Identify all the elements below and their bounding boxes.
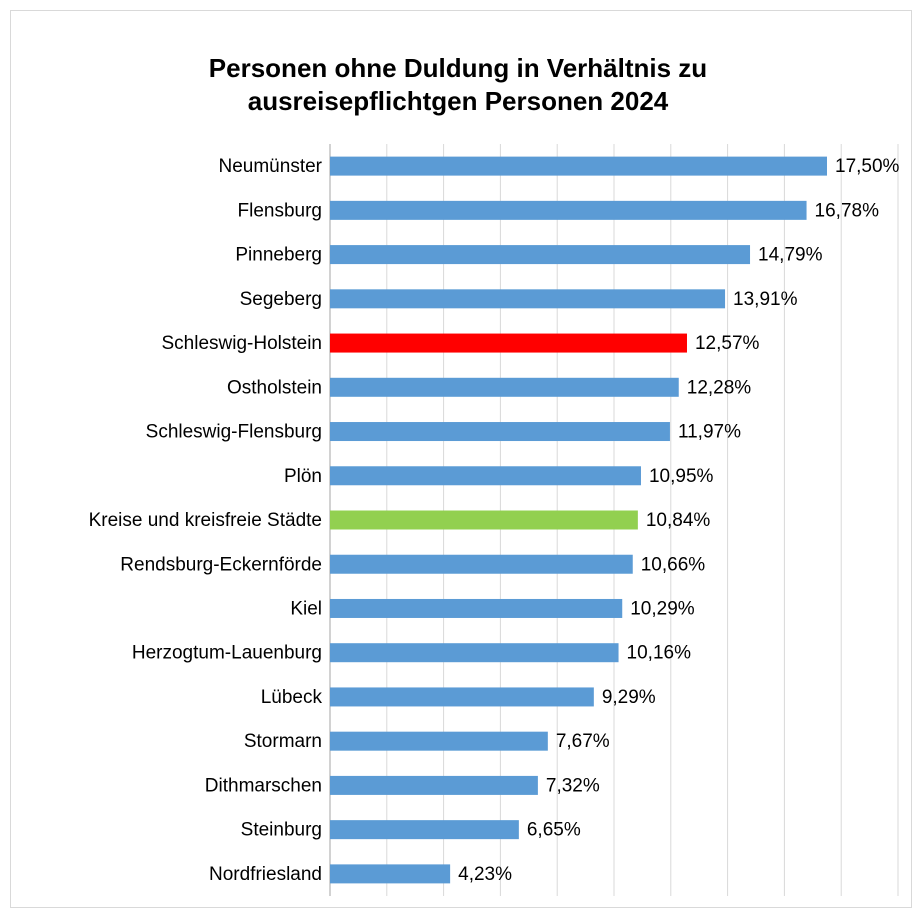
bar bbox=[330, 554, 633, 574]
y-tick-label: Ostholstein bbox=[227, 377, 322, 398]
bar bbox=[330, 598, 623, 618]
value-label: 17,50% bbox=[835, 156, 900, 177]
value-label: 7,32% bbox=[546, 775, 600, 796]
bar bbox=[330, 289, 726, 309]
value-label: 12,28% bbox=[687, 377, 752, 398]
bar bbox=[330, 643, 619, 663]
value-label: 9,29% bbox=[602, 687, 656, 708]
chart-title: Personen ohne Duldung in Verhältnis zu bbox=[209, 53, 707, 83]
value-label: 10,16% bbox=[627, 643, 692, 664]
bar bbox=[330, 245, 751, 265]
value-label: 10,29% bbox=[630, 598, 695, 619]
value-label: 7,67% bbox=[556, 731, 610, 752]
chart-title: ausreisepflichtgen Personen 2024 bbox=[248, 86, 669, 116]
y-tick-label: Nordfriesland bbox=[209, 864, 322, 885]
y-tick-label: Segeberg bbox=[240, 289, 322, 310]
value-label: 11,97% bbox=[678, 422, 741, 443]
bar bbox=[330, 422, 670, 442]
y-tick-label: Plön bbox=[284, 466, 322, 487]
bar bbox=[330, 864, 451, 884]
chart-frame bbox=[10, 10, 912, 908]
y-tick-label: Rendsburg-Eckernförde bbox=[120, 554, 322, 575]
y-tick-label: Dithmarschen bbox=[205, 775, 322, 796]
bar bbox=[330, 775, 538, 795]
y-tick-label: Schleswig-Holstein bbox=[161, 333, 322, 354]
value-label: 10,66% bbox=[641, 554, 706, 575]
bar bbox=[330, 731, 548, 751]
y-tick-label: Kreise und kreisfreie Städte bbox=[89, 510, 322, 531]
bar bbox=[330, 377, 679, 397]
bar bbox=[330, 156, 827, 176]
value-label: 13,91% bbox=[733, 289, 798, 310]
y-tick-label: Kiel bbox=[290, 598, 322, 619]
bar bbox=[330, 687, 594, 707]
value-label: 14,79% bbox=[758, 245, 823, 266]
y-tick-label: Herzogtum-Lauenburg bbox=[132, 643, 322, 664]
y-tick-label: Flensburg bbox=[238, 200, 323, 221]
bar bbox=[330, 820, 519, 840]
value-label: 10,84% bbox=[646, 510, 711, 531]
value-label: 12,57% bbox=[695, 333, 760, 354]
bar bbox=[330, 200, 807, 220]
bar bbox=[330, 333, 687, 353]
y-tick-label: Neumünster bbox=[219, 156, 323, 177]
value-label: 16,78% bbox=[815, 200, 880, 221]
bar bbox=[330, 510, 638, 530]
value-label: 4,23% bbox=[458, 864, 512, 885]
y-tick-label: Stormarn bbox=[244, 731, 322, 752]
value-label: 10,95% bbox=[649, 466, 714, 487]
y-tick-label: Schleswig-Flensburg bbox=[146, 422, 322, 443]
y-tick-label: Lübeck bbox=[261, 687, 323, 708]
value-label: 6,65% bbox=[527, 820, 581, 841]
bar bbox=[330, 466, 641, 486]
y-tick-label: Pinneberg bbox=[235, 245, 322, 266]
y-tick-label: Steinburg bbox=[241, 820, 322, 841]
